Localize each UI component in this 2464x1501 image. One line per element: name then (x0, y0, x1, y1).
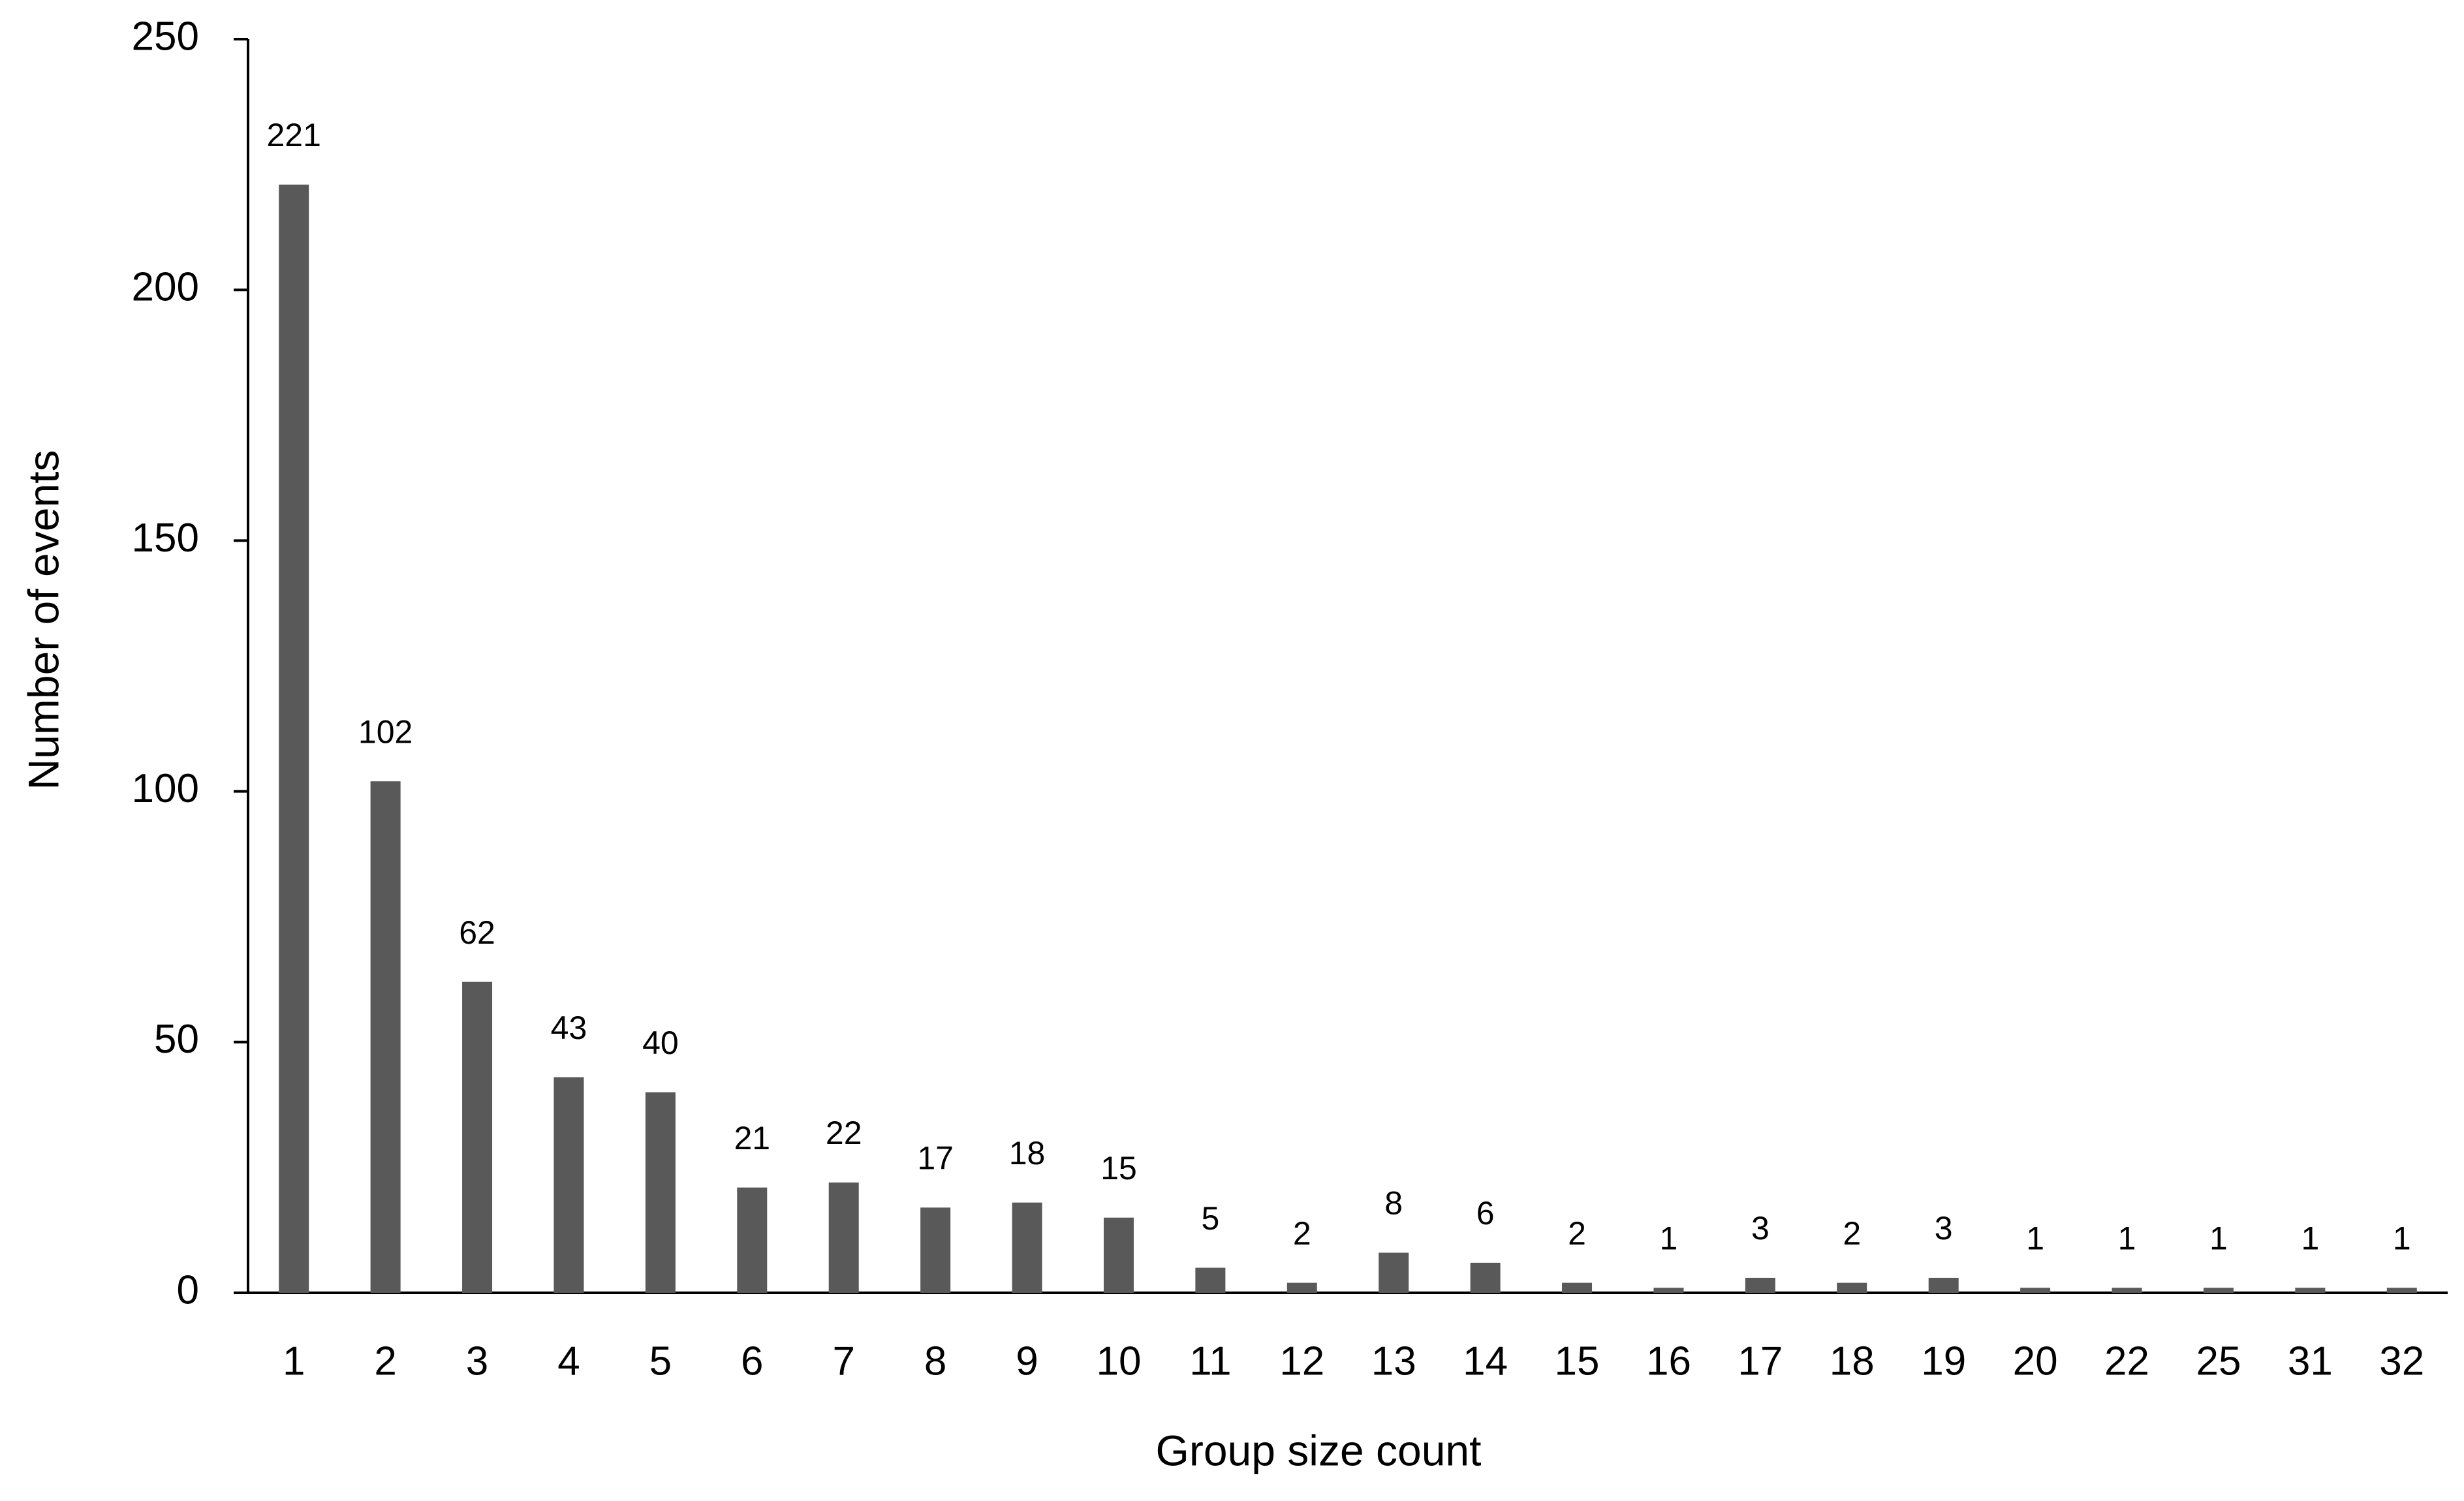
y-axis-title: Number of events (19, 450, 67, 790)
x-tick-label: 15 (1555, 1339, 1600, 1384)
bar (1103, 1217, 1134, 1293)
data-label: 1 (2393, 1220, 2411, 1257)
x-tick-label: 13 (1371, 1339, 1416, 1384)
x-tick-label: 6 (741, 1339, 763, 1384)
y-tick-label: 0 (177, 1267, 199, 1312)
x-tick-label: 11 (1189, 1339, 1231, 1384)
bar (370, 781, 401, 1293)
bar (1379, 1252, 1409, 1293)
x-tick-label: 8 (924, 1339, 946, 1384)
bar (1012, 1202, 1042, 1293)
x-tick-label: 1 (283, 1339, 305, 1384)
data-label: 1 (2026, 1220, 2044, 1257)
data-label: 8 (1384, 1185, 1403, 1222)
x-tick-label: 22 (2104, 1339, 2149, 1384)
bar (1470, 1262, 1501, 1293)
data-label: 1 (2118, 1220, 2136, 1257)
x-tick-label: 17 (1738, 1339, 1783, 1384)
x-axis-title: Group size count (1156, 1426, 1482, 1474)
y-tick-label: 50 (154, 1017, 199, 1062)
x-tick-label: 10 (1096, 1339, 1141, 1384)
x-tick-label: 4 (557, 1339, 580, 1384)
bar (2020, 1288, 2051, 1293)
data-label: 21 (734, 1120, 770, 1156)
x-tick-label: 31 (2288, 1339, 2333, 1384)
bar (462, 982, 493, 1293)
data-label: 3 (1751, 1210, 1770, 1246)
x-tick-label: 18 (1830, 1339, 1875, 1384)
data-label: 18 (1009, 1135, 1046, 1171)
bar (920, 1207, 951, 1293)
x-tick-label: 16 (1646, 1339, 1691, 1384)
data-label: 40 (642, 1025, 679, 1061)
data-label: 2 (1293, 1215, 1311, 1252)
bar (828, 1182, 859, 1293)
x-tick-label: 9 (1016, 1339, 1038, 1384)
data-label: 2 (1568, 1215, 1586, 1252)
bar (1195, 1267, 1226, 1293)
y-tick-label: 150 (132, 516, 199, 561)
x-tick-label: 25 (2196, 1339, 2241, 1384)
bar (1745, 1277, 1775, 1293)
x-tick-label: 19 (1921, 1339, 1966, 1384)
bar (645, 1092, 676, 1293)
data-label: 1 (2209, 1220, 2228, 1257)
data-label: 5 (1201, 1200, 1219, 1237)
data-label: 43 (551, 1010, 587, 1046)
bar (2295, 1288, 2326, 1293)
x-tick-label: 2 (374, 1339, 396, 1384)
x-tick-label: 12 (1279, 1339, 1324, 1384)
data-label: 2 (1843, 1215, 1861, 1252)
bar (1837, 1282, 1867, 1293)
x-tick-label: 32 (2379, 1339, 2424, 1384)
bar (1928, 1277, 1959, 1293)
data-label: 62 (459, 914, 495, 951)
data-label: 6 (1476, 1195, 1495, 1231)
x-tick-label: 5 (649, 1339, 672, 1384)
bar (1562, 1282, 1593, 1293)
data-label: 17 (917, 1140, 954, 1177)
data-label: 1 (1660, 1220, 1678, 1257)
bar (554, 1077, 584, 1293)
bar (2203, 1288, 2234, 1293)
bar (737, 1187, 768, 1293)
bar (1653, 1288, 1684, 1293)
bar (2112, 1288, 2142, 1293)
bar (279, 184, 309, 1293)
data-label: 15 (1100, 1150, 1137, 1186)
data-label: 102 (358, 713, 413, 750)
x-tick-label: 7 (832, 1339, 854, 1384)
y-tick-label: 100 (132, 766, 199, 811)
x-tick-label: 3 (466, 1339, 488, 1384)
y-tick-label: 250 (132, 14, 199, 59)
data-label: 221 (266, 117, 320, 153)
y-tick-label: 200 (132, 265, 199, 310)
x-tick-label: 14 (1463, 1339, 1508, 1384)
bar (1287, 1282, 1317, 1293)
data-label: 22 (826, 1115, 862, 1151)
x-tick-label: 20 (2013, 1339, 2058, 1384)
data-label: 3 (1935, 1210, 1953, 1246)
bar (2386, 1288, 2417, 1293)
data-label: 1 (2301, 1220, 2319, 1257)
